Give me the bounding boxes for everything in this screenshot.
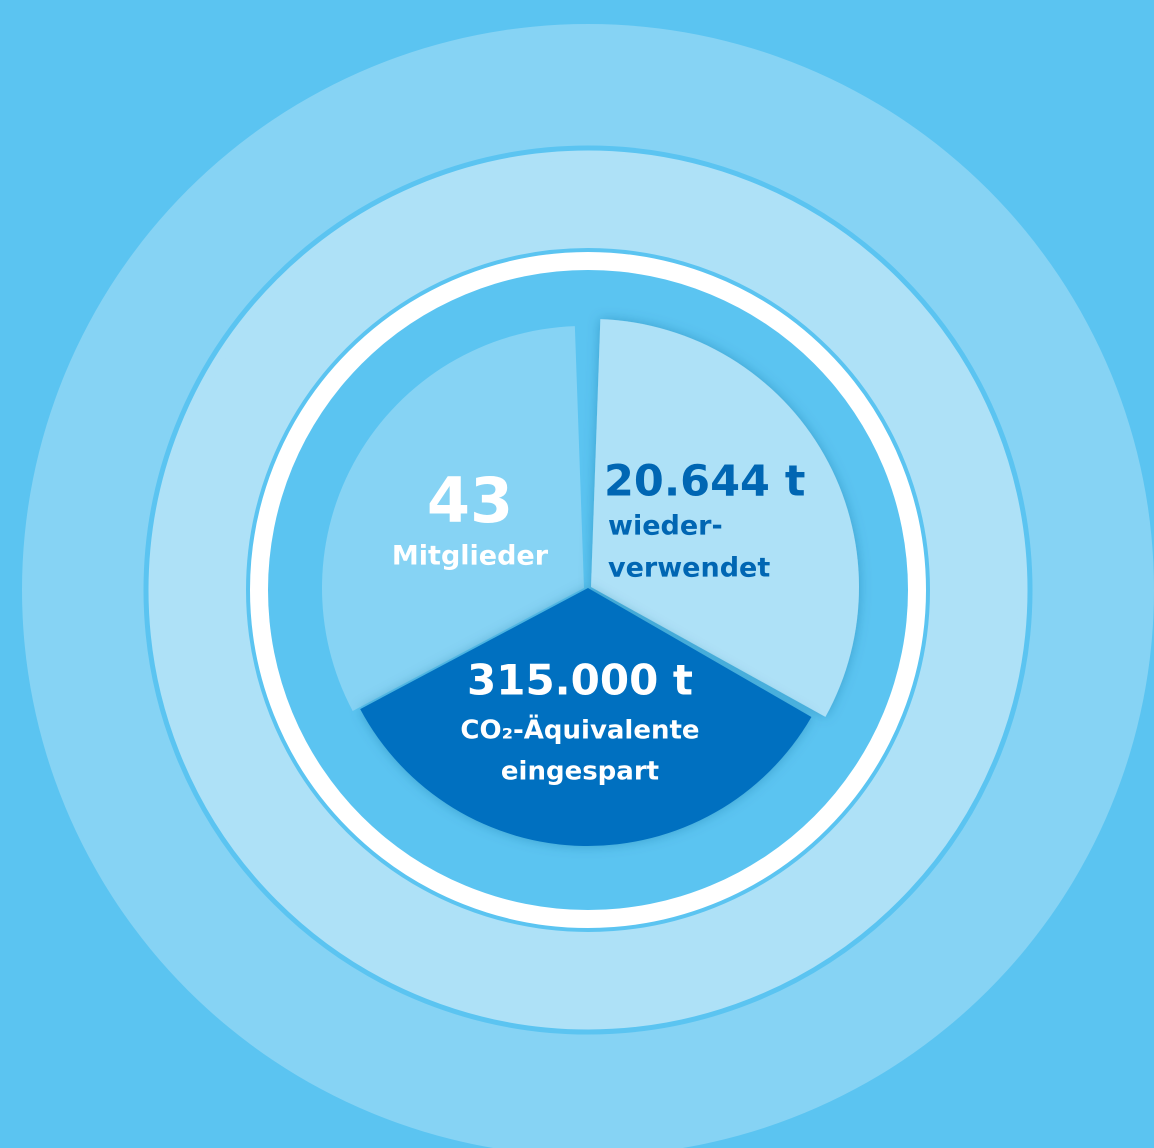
segment-value: 20.644 t (604, 457, 805, 507)
segment-label: verwendet (608, 553, 770, 584)
segment-members (322, 326, 584, 712)
segment-co2 (360, 588, 812, 846)
segment-label: Mitglieder (392, 541, 549, 572)
pie (322, 319, 859, 846)
segment-value: 315.000 t (467, 656, 693, 705)
segment-reused (591, 319, 859, 717)
labels: 43 Mitglieder 20.644 t wieder- verwendet… (392, 457, 806, 787)
segment-label: eingespart (501, 757, 659, 787)
segment-label: wieder- (608, 511, 723, 542)
segment-label: CO₂-Äquivalente (460, 714, 699, 746)
segment-value: 43 (427, 464, 513, 537)
